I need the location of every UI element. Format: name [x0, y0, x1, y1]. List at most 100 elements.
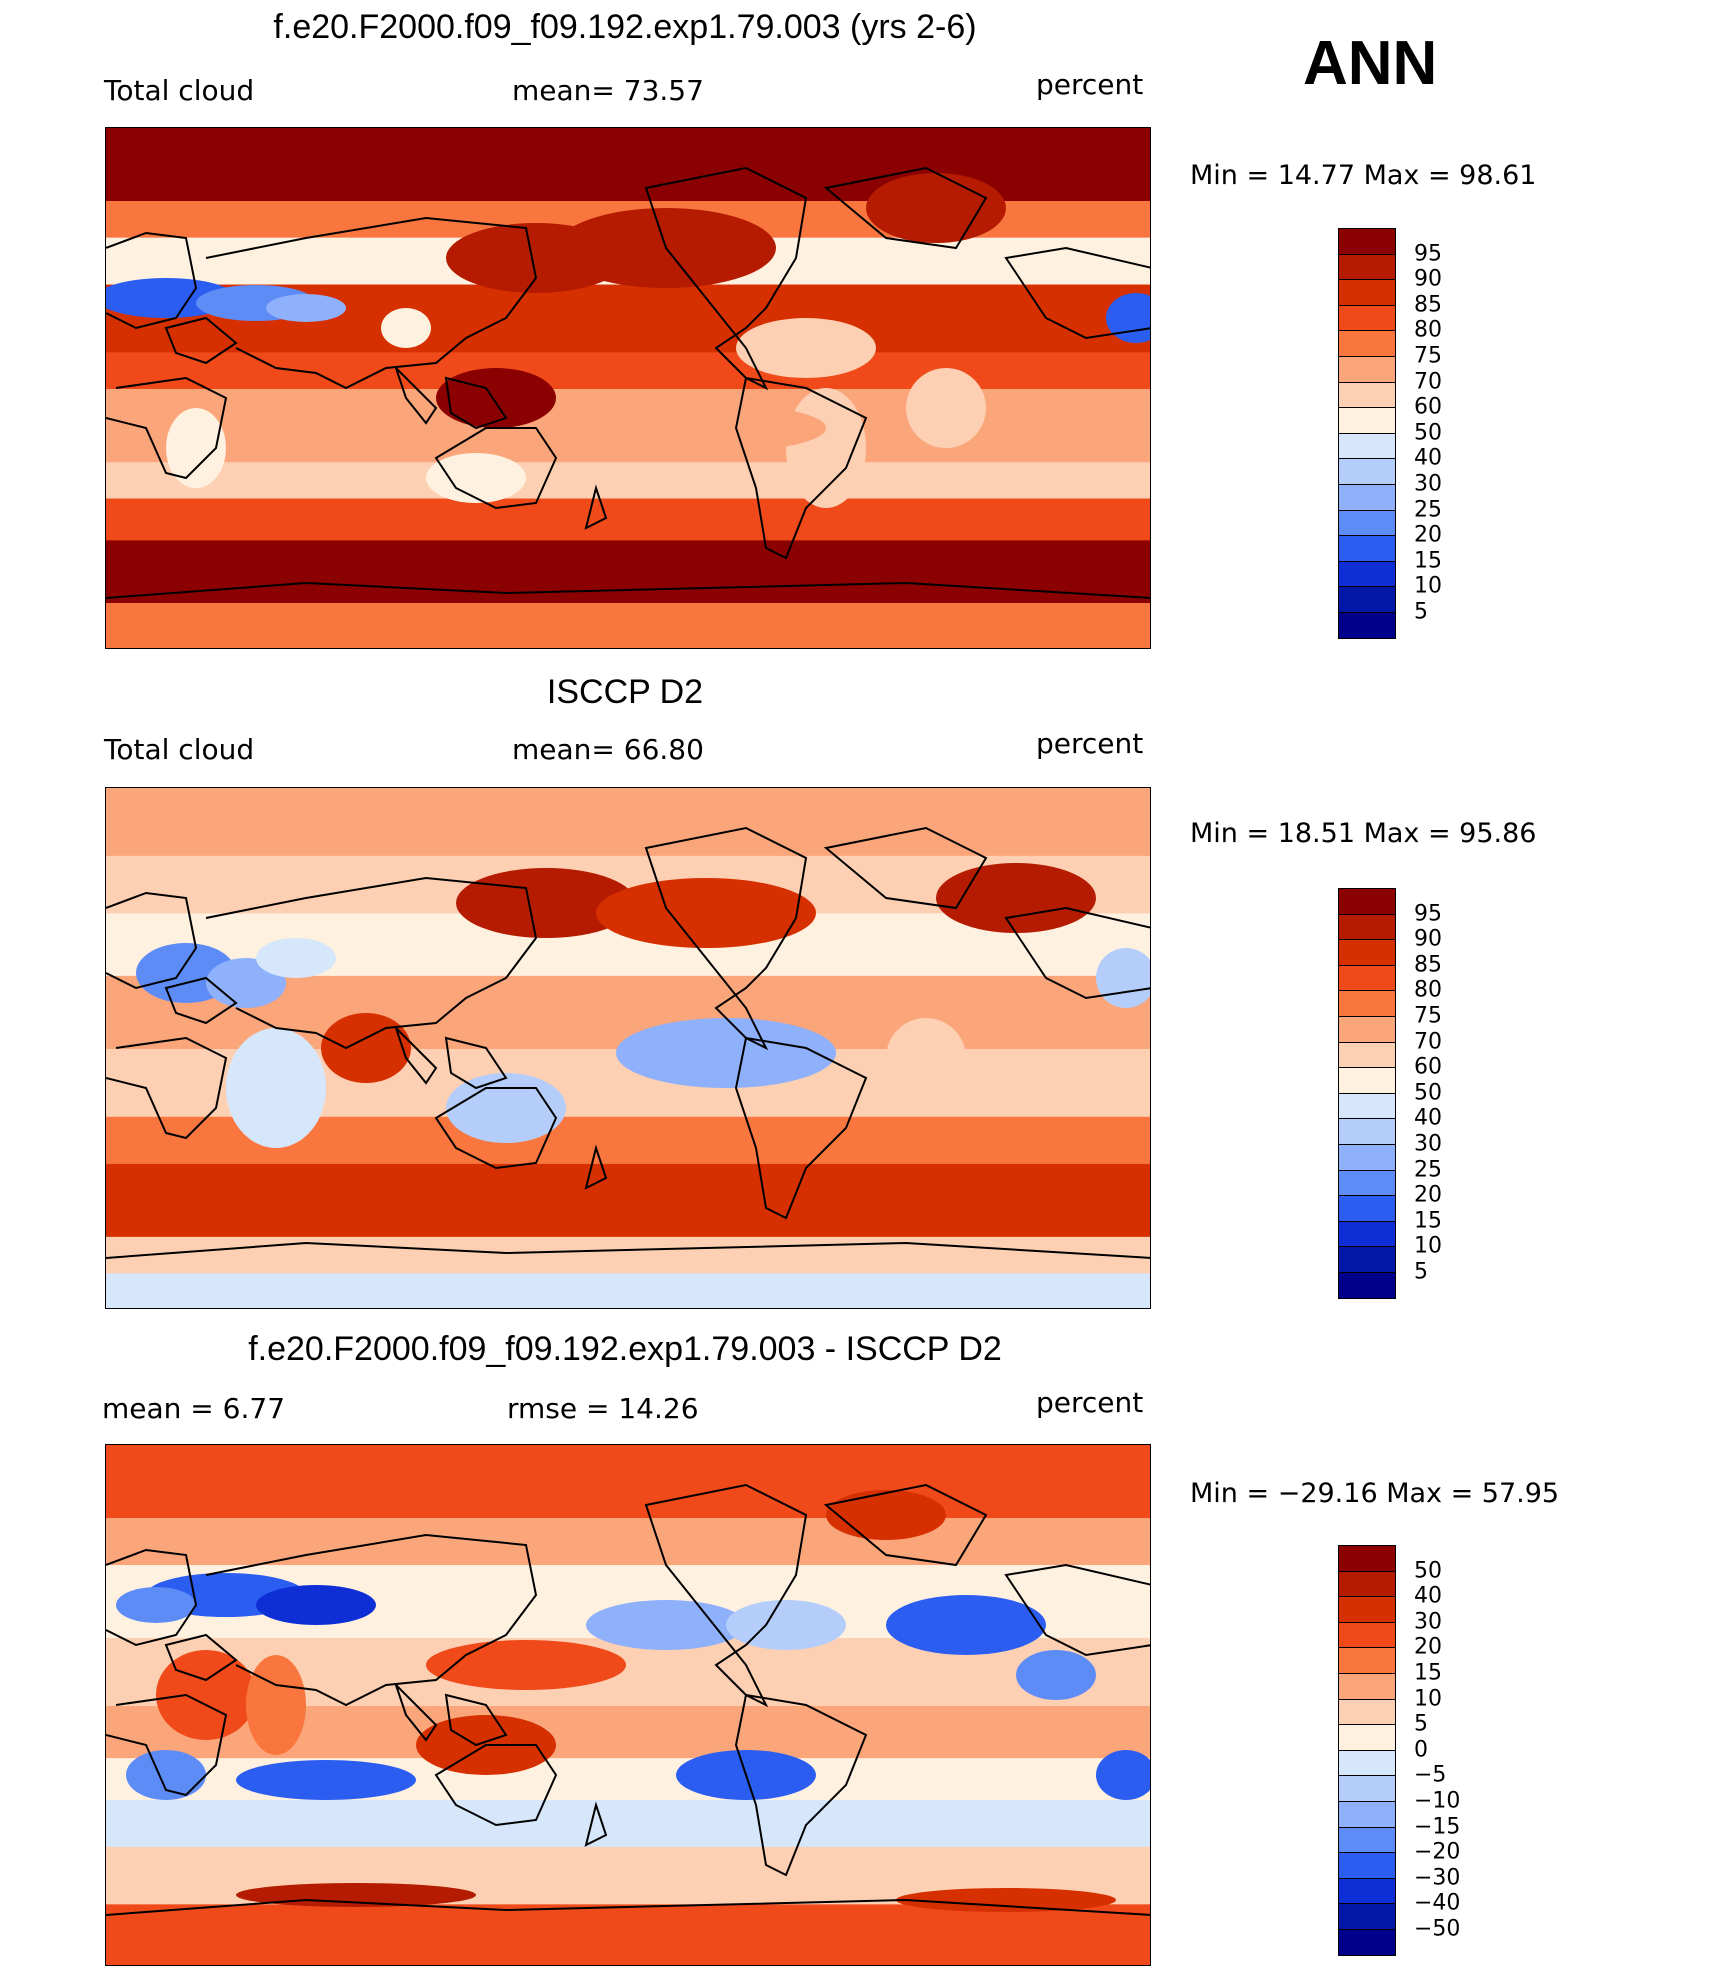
colorbar-label: 90 [1414, 926, 1442, 952]
panel-3-map [105, 1444, 1151, 1966]
colorbar-box [1338, 1570, 1396, 1598]
panel-2-map-canvas [106, 788, 1150, 1308]
colorbar-label: 5 [1414, 1711, 1428, 1737]
colorbar-box [1338, 1647, 1396, 1674]
colorbar-box [1338, 1195, 1396, 1222]
colorbar-label: 30 [1414, 1609, 1442, 1635]
colorbar-label: 70 [1414, 369, 1442, 395]
colorbar-label: 5 [1414, 1259, 1428, 1285]
panel-3-map-canvas [106, 1445, 1150, 1965]
panel-1-units-label: percent [1036, 68, 1144, 101]
colorbar-box [1338, 560, 1396, 588]
panel-3-units-label: percent [1036, 1386, 1144, 1419]
colorbar-box [1338, 356, 1396, 383]
colorbar-box [1338, 279, 1396, 306]
colorbar-label: 25 [1414, 497, 1442, 523]
colorbar-box [1338, 1724, 1396, 1751]
colorbar-label: 70 [1414, 1029, 1442, 1055]
colorbar-box [1338, 1246, 1396, 1273]
colorbar-box [1338, 1220, 1396, 1248]
colorbar-box [1338, 1118, 1396, 1145]
colorbar-box [1338, 535, 1396, 562]
colorbar-label: 30 [1414, 1131, 1442, 1157]
colorbar-box [1338, 458, 1396, 485]
colorbar-box [1338, 1749, 1396, 1777]
colorbar-box [1338, 990, 1396, 1017]
colorbar-label: 30 [1414, 471, 1442, 497]
colorbar-box [1338, 1016, 1396, 1043]
colorbar-label: 95 [1414, 901, 1442, 927]
colorbar-box [1338, 586, 1396, 613]
colorbar-label: −10 [1414, 1788, 1461, 1814]
colorbar-box [1338, 964, 1396, 992]
colorbar-label: 10 [1414, 573, 1442, 599]
colorbar-box [1338, 1903, 1396, 1930]
colorbar-box [1338, 304, 1396, 332]
colorbar-label: 0 [1414, 1737, 1428, 1763]
colorbar-label: −40 [1414, 1890, 1461, 1916]
colorbar-label: 10 [1414, 1686, 1442, 1712]
colorbar-box [1338, 1801, 1396, 1828]
colorbar-label: 95 [1414, 241, 1442, 267]
panel-2-variable-label: Total cloud [104, 733, 255, 766]
colorbar-label: −15 [1414, 1814, 1461, 1840]
colorbar-label: −30 [1414, 1865, 1461, 1891]
colorbar-label: 80 [1414, 317, 1442, 343]
panel-1-mean-label: mean= 73.57 [512, 74, 704, 107]
colorbar-label: 60 [1414, 1054, 1442, 1080]
colorbar-label: −50 [1414, 1916, 1461, 1942]
panel-3-rmse-label: rmse = 14.26 [507, 1392, 699, 1425]
panel-1-minmax: Min = 14.77 Max = 98.61 [1190, 160, 1537, 191]
colorbar-label: 85 [1414, 292, 1442, 318]
colorbar-box [1338, 1092, 1396, 1120]
colorbar-label: 20 [1414, 522, 1442, 548]
colorbar-label: −20 [1414, 1839, 1461, 1865]
colorbar-box [1338, 432, 1396, 460]
colorbar-box [1338, 1698, 1396, 1726]
colorbar-label: 50 [1414, 1080, 1442, 1106]
colorbar-label: 80 [1414, 977, 1442, 1003]
colorbar-label: 15 [1414, 1660, 1442, 1686]
colorbar-box [1338, 484, 1396, 511]
colorbar-box [1338, 939, 1396, 966]
colorbar-box [1338, 1144, 1396, 1171]
colorbar-box [1338, 1169, 1396, 1197]
panel-1-title: f.e20.F2000.f09_f09.192.exp1.79.003 (yrs… [273, 8, 977, 46]
colorbar-box [1338, 407, 1396, 434]
colorbar-box [1338, 1041, 1396, 1069]
colorbar-box [1338, 253, 1396, 281]
colorbar-box [1338, 330, 1396, 357]
panel-2-title: ISCCP D2 [546, 673, 704, 711]
colorbar-box [1338, 509, 1396, 537]
colorbar-label: 50 [1414, 420, 1442, 446]
colorbar-label: 90 [1414, 266, 1442, 292]
colorbar-box [1338, 1067, 1396, 1094]
colorbar-label: 60 [1414, 394, 1442, 420]
colorbar-box [1338, 1673, 1396, 1700]
colorbar-box [1338, 913, 1396, 941]
colorbar-box [1338, 1852, 1396, 1879]
colorbar-box [1338, 1545, 1396, 1572]
colorbar-box [1338, 888, 1396, 915]
colorbar-box [1338, 1596, 1396, 1623]
panel-3-mean-label: mean = 6.77 [102, 1392, 286, 1425]
colorbar-label: −5 [1414, 1762, 1447, 1788]
panel-2-minmax: Min = 18.51 Max = 95.86 [1190, 818, 1537, 849]
panel-1-map [105, 127, 1151, 649]
colorbar-box [1338, 1929, 1396, 1956]
colorbar-label: 40 [1414, 445, 1442, 471]
colorbar-label: 25 [1414, 1157, 1442, 1183]
colorbar-label: 75 [1414, 343, 1442, 369]
colorbar-label: 15 [1414, 1208, 1442, 1234]
colorbar-label: 50 [1414, 1558, 1442, 1584]
panel-2-mean-label: mean= 66.80 [512, 733, 704, 766]
panel-3-minmax: Min = −29.16 Max = 57.95 [1190, 1478, 1560, 1509]
colorbar-label: 40 [1414, 1583, 1442, 1609]
season-label: ANN [1303, 29, 1438, 98]
colorbar-label: 20 [1414, 1634, 1442, 1660]
panel-2-units-label: percent [1036, 727, 1144, 760]
colorbar-box [1338, 1621, 1396, 1649]
colorbar-label: 10 [1414, 1233, 1442, 1259]
colorbar-box [1338, 612, 1396, 639]
colorbar-label: 20 [1414, 1182, 1442, 1208]
